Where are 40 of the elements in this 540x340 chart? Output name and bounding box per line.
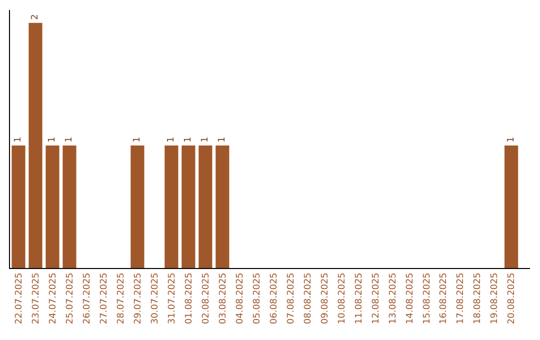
x-tick-label: 23.07.2025 — [31, 272, 42, 324]
x-tick-label: 03.08.2025 — [218, 272, 228, 324]
x-tick-label: 19.08.2025 — [490, 272, 500, 324]
x-tick-label: 22.07.2025 — [14, 272, 24, 324]
data-label: 1 — [217, 136, 228, 142]
x-tick-label: 08.08.2025 — [303, 272, 314, 324]
x-tick-label: 25.07.2025 — [65, 272, 76, 324]
x-tick-label: 02.08.2025 — [201, 272, 212, 324]
x-tick-label: 12.08.2025 — [371, 272, 382, 324]
x-tick-label: 10.08.2025 — [337, 272, 348, 324]
x-tick-label: 26.07.2025 — [82, 272, 92, 324]
x-tick-label: 17.08.2025 — [456, 272, 466, 324]
x-tick-label: 05.08.2025 — [252, 272, 262, 324]
x-tick-label: 20.08.2025 — [507, 272, 518, 324]
x-tick-label: 16.08.2025 — [439, 272, 450, 324]
data-label: 1 — [506, 136, 516, 142]
data-label: 1 — [64, 136, 74, 142]
data-label: 1 — [47, 136, 58, 142]
x-tick-label: 28.07.2025 — [116, 272, 126, 324]
x-tick-label: 30.07.2025 — [150, 272, 160, 324]
data-label: 1 — [166, 136, 176, 142]
x-tick-label: 31.07.2025 — [167, 272, 178, 324]
x-tick-label: 18.08.2025 — [473, 272, 484, 324]
x-tick-label: 29.07.2025 — [133, 272, 144, 324]
data-label: 1 — [13, 136, 24, 142]
x-tick-label: 27.07.2025 — [99, 272, 110, 324]
x-tick-label: 15.08.2025 — [422, 272, 432, 324]
x-tick-label: 09.08.2025 — [320, 272, 330, 324]
data-label: 1 — [132, 136, 142, 142]
x-tick-label: 24.07.2025 — [48, 272, 58, 324]
x-tick-label: 13.08.2025 — [388, 272, 398, 324]
x-tick-label: 11.08.2025 — [354, 272, 364, 324]
x-tick-label: 01.08.2025 — [184, 272, 194, 324]
x-tick-label: 06.08.2025 — [269, 272, 280, 324]
x-tick-label: 14.08.2025 — [405, 272, 416, 324]
data-label: 2 — [30, 14, 40, 20]
x-tick-label: 04.08.2025 — [235, 272, 246, 324]
x-tick-label: 07.08.2025 — [286, 272, 296, 324]
data-label: 1 — [200, 136, 210, 142]
data-label: 1 — [183, 136, 194, 142]
